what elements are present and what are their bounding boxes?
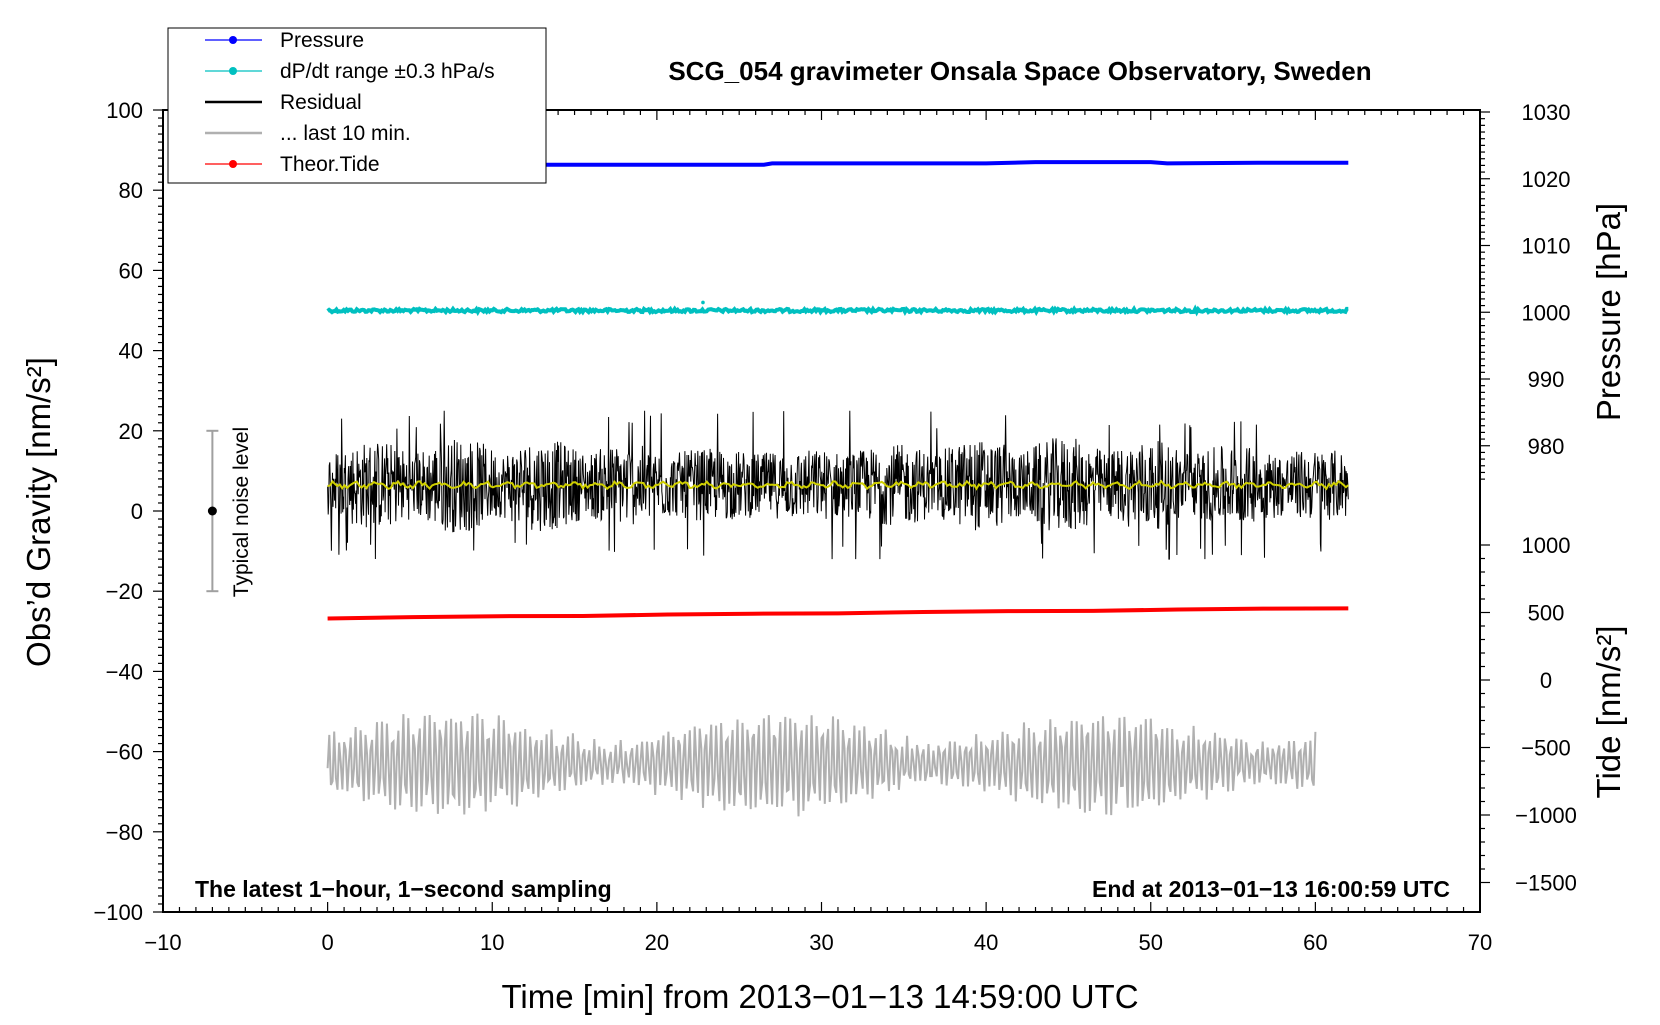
tide-tick-label: −1500 [1515, 871, 1577, 896]
y-tick-label: 0 [131, 499, 143, 524]
tide-tick-label: 0 [1540, 668, 1552, 693]
sampling-note: The latest 1−hour, 1−second sampling [195, 876, 612, 902]
y-tick-label: −20 [106, 579, 143, 604]
x-tick-label: 0 [322, 930, 334, 955]
y-tick-label: 100 [106, 98, 143, 123]
chart-title: SCG_054 gravimeter Onsala Space Observat… [668, 56, 1371, 86]
y-tick-label: −80 [106, 820, 143, 845]
legend-label: dP/dt range ±0.3 hPa/s [280, 60, 495, 83]
legend-swatch-marker [229, 160, 237, 168]
pressure-tick-label: 1030 [1522, 100, 1571, 125]
tide-tick-labels: 1000 500 0 −500 −1000 −1500 [1515, 533, 1577, 896]
pressure-tick-label: 1020 [1522, 167, 1571, 192]
tide-tick-label: −500 [1521, 736, 1571, 761]
y-tick-label: 80 [119, 178, 143, 203]
y-tick-label: 20 [119, 419, 143, 444]
x-tick-label: 50 [1139, 930, 1163, 955]
y-tick-label: −60 [106, 740, 143, 765]
x-tick-label: 40 [974, 930, 998, 955]
tide-tick-label: 1000 [1522, 533, 1571, 558]
x-tick-label: 30 [809, 930, 833, 955]
y-axis-left-title: Obs’d Gravity [nm/s²] [20, 357, 57, 667]
dpdt-series-line [326, 304, 1349, 317]
y-tick-label: −100 [93, 900, 143, 925]
pressure-tick-labels: 1030 1020 1010 1000 990 980 [1522, 100, 1571, 459]
x-tick-label: 10 [480, 930, 504, 955]
pressure-tick-label: 980 [1528, 434, 1565, 459]
legend-box [167, 27, 547, 184]
x-tick-label: 70 [1468, 930, 1492, 955]
legend-swatch-marker [229, 67, 237, 75]
end-time-note: End at 2013−01−13 16:00:59 UTC [1092, 876, 1450, 902]
legend-swatch-marker [229, 36, 237, 44]
x-tick-label: 60 [1303, 930, 1327, 955]
residual-running-mean-line [327, 479, 1349, 491]
tide-series-line [327, 606, 1349, 621]
noise-level-label: Typical noise level [230, 427, 253, 597]
legend-label: Pressure [280, 29, 364, 52]
x-axis-title: Time [min] from 2013−01−13 14:59:00 UTC [501, 978, 1138, 1015]
y-tick-label: 40 [119, 339, 143, 364]
legend-label: Theor.Tide [280, 153, 380, 176]
dpdt-outlier-point [701, 300, 705, 305]
tick-marks [153, 109, 1490, 913]
pressure-tick-label: 990 [1528, 367, 1565, 392]
legend-label: ... last 10 min. [280, 122, 411, 145]
tide-tick-label: −1000 [1515, 803, 1577, 828]
x-tick-labels: −10 0 10 20 30 40 50 60 70 [144, 930, 1492, 955]
x-tick-label: −10 [144, 930, 181, 955]
residual-series-line [327, 410, 1349, 560]
noise-level-bar [206, 429, 219, 593]
noise-bar-center-dot [207, 506, 217, 516]
pressure-tick-label: 1000 [1522, 300, 1571, 325]
legend: Pressure dP/dt range ±0.3 hPa/s Residual..… [167, 27, 547, 184]
y-tick-label: −40 [106, 659, 143, 684]
pressure-series-line [327, 160, 1349, 167]
y-axis-pressure-title: Pressure [hPa] [1590, 203, 1627, 421]
y-axis-tide-title: Tide [nm/s²] [1590, 626, 1627, 799]
legend-label: Residual [280, 91, 362, 114]
last10min-series-line [326, 713, 1317, 817]
data-layer [326, 160, 1349, 817]
tide-tick-label: 500 [1528, 601, 1565, 626]
y-tick-labels: 100 80 60 40 20 0 −20 −40 −60 −80 −100 [93, 98, 143, 925]
pressure-tick-label: 1010 [1522, 234, 1571, 259]
x-tick-label: 20 [645, 930, 669, 955]
y-tick-label: 60 [119, 258, 143, 283]
